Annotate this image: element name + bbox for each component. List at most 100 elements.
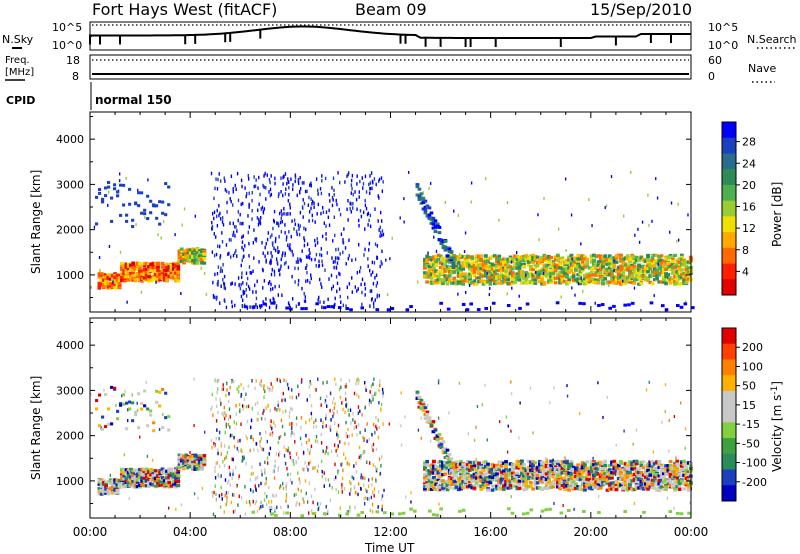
scatter-cell [381, 233, 383, 238]
data-cell [165, 479, 169, 483]
data-cell [122, 274, 127, 278]
data-cell [131, 471, 136, 475]
data-cell [560, 466, 565, 471]
data-cell [540, 276, 544, 280]
data-cell [657, 487, 662, 492]
scatter-cell [300, 258, 302, 263]
data-cell [441, 483, 445, 487]
data-cell [171, 472, 176, 476]
data-cell [592, 253, 596, 257]
data-cell [607, 269, 612, 273]
data-cell [560, 478, 565, 483]
data-cell [481, 274, 486, 278]
data-cell [657, 266, 662, 271]
scatter-cell [218, 244, 221, 249]
data-cell [423, 481, 427, 485]
scatter-cell [350, 191, 353, 195]
scatter-cell [221, 220, 224, 224]
data-cell [549, 264, 553, 268]
scatter-cell [320, 211, 322, 216]
data-cell [682, 281, 686, 286]
data-cell [569, 483, 574, 488]
scatter-cell [417, 197, 422, 201]
scatter-cell [144, 216, 146, 220]
data-cell [528, 255, 533, 260]
scatter-cell [223, 176, 225, 181]
scatter-cell [306, 278, 309, 283]
data-cell [108, 481, 113, 486]
data-cell [117, 483, 122, 487]
scatter-cell [323, 221, 326, 225]
data-cell [585, 470, 590, 474]
data-cell [553, 462, 558, 466]
scatter-cell [670, 201, 673, 205]
scatter-cell [215, 235, 217, 239]
data-cell [124, 472, 129, 476]
data-cell [434, 478, 439, 482]
data-cell [131, 473, 136, 477]
data-cell [551, 259, 556, 264]
scatter-cell [245, 294, 248, 298]
data-cell [474, 265, 479, 269]
data-cell [436, 470, 441, 474]
data-cell [659, 258, 664, 262]
data-cell [162, 481, 167, 486]
data-cell [587, 272, 592, 276]
data-cell [540, 279, 544, 283]
data-cell [427, 257, 432, 261]
data-cell [515, 459, 520, 463]
data-cell [492, 281, 497, 286]
data-cell [432, 270, 436, 274]
scatter-cell [213, 253, 216, 258]
data-cell [188, 248, 193, 253]
data-cell [195, 248, 200, 252]
data-cell [492, 270, 497, 274]
data-cell [169, 263, 174, 268]
data-cell [639, 477, 644, 481]
data-cell [441, 278, 445, 282]
data-cell [441, 473, 445, 477]
data-cell [193, 467, 198, 471]
data-cell [144, 274, 149, 278]
ground-scatter-cell [484, 306, 489, 310]
scatter-cell [212, 294, 215, 298]
data-cell [580, 480, 585, 484]
scatter-cell [364, 293, 366, 297]
data-cell [474, 259, 479, 263]
data-cell [578, 279, 583, 283]
data-cell [474, 476, 479, 480]
data-cell [158, 473, 163, 478]
data-cell [526, 263, 531, 267]
data-cell [191, 247, 195, 251]
data-cell [533, 466, 538, 471]
data-cell [580, 475, 585, 479]
scatter-cell [375, 182, 377, 187]
data-cell [138, 269, 142, 273]
data-cell [670, 255, 675, 259]
data-cell [156, 265, 160, 269]
data-cell [682, 279, 686, 283]
data-cell [562, 460, 567, 464]
data-cell [605, 260, 610, 264]
scatter-cell [219, 301, 221, 305]
scatter-cell [422, 191, 424, 195]
data-cell [652, 253, 657, 257]
data-cell [594, 484, 599, 488]
data-cell [126, 271, 131, 276]
data-cell [454, 481, 459, 485]
data-cell [429, 272, 434, 276]
scatter-cell [443, 248, 448, 252]
scatter-cell [213, 196, 215, 201]
data-cell [97, 273, 102, 277]
data-cell [610, 256, 614, 260]
scatter-cell [101, 200, 105, 204]
data-cell [513, 474, 517, 478]
data-cell [104, 481, 109, 485]
data-cell [515, 466, 520, 470]
scatter-cell [222, 277, 224, 282]
data-cell [441, 280, 445, 285]
data-cell [177, 459, 182, 463]
data-cell [517, 466, 522, 470]
data-cell [470, 280, 475, 285]
colorbar-cell [722, 247, 736, 265]
